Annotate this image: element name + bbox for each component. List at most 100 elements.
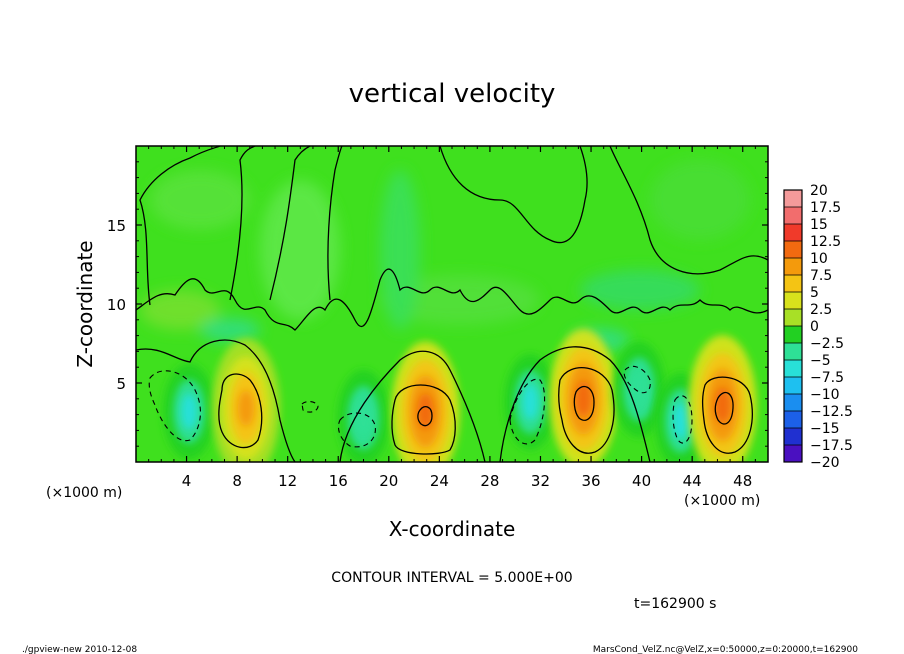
contour-zero-mid xyxy=(339,350,486,462)
contour-updraft-46 xyxy=(701,376,753,454)
chart-title: vertical velocity xyxy=(349,79,556,109)
colorbar-label: 0 xyxy=(810,319,819,335)
colorbar-label: 10 xyxy=(810,251,828,267)
contour-zero-mid2 xyxy=(499,346,651,462)
colorbar-label: 17.5 xyxy=(810,200,841,216)
colorbar-label: −10 xyxy=(810,387,840,403)
convective-cells xyxy=(163,328,757,462)
contour-zero-plume-b xyxy=(269,146,311,301)
contour-zero-lower xyxy=(136,339,296,462)
contour-zero-top-dome xyxy=(439,146,588,244)
footer-left: ./gpview-new 2010-12-08 xyxy=(22,645,137,654)
colorbar-swatch-13 xyxy=(784,411,802,428)
colorbar-label: −12.5 xyxy=(810,404,853,420)
contour-zero-plume-c xyxy=(327,146,343,301)
x-unit-left: (×1000 m) xyxy=(46,485,122,501)
x-tick-label-8: 8 xyxy=(232,472,242,490)
y-axis-label: Z-coordinate xyxy=(73,240,97,367)
x-unit-right: (×1000 m) xyxy=(684,493,760,509)
contour-neg-4 xyxy=(148,370,201,442)
colorbar-label: −5 xyxy=(810,353,831,369)
cell-1 xyxy=(211,338,280,462)
contour-updraft-8 xyxy=(218,373,263,449)
colorbar-swatch-8 xyxy=(784,326,802,343)
x-tick-label-36: 36 xyxy=(581,472,600,490)
contour-updraft-35 xyxy=(558,367,615,454)
colorbar-swatch-15 xyxy=(784,445,802,462)
cell-7-shade xyxy=(672,402,689,439)
colorbar-label: −15 xyxy=(810,421,840,437)
plot-area xyxy=(136,146,768,462)
cell-6 xyxy=(613,341,666,438)
colorbar-label: −17.5 xyxy=(810,438,853,454)
colorbar-swatch-12 xyxy=(784,394,802,411)
x-axis-label: X-coordinate xyxy=(389,517,516,541)
contour-zero-right-plume xyxy=(609,146,768,275)
contour-neg-18 xyxy=(337,412,376,448)
colorbar-swatch-3 xyxy=(784,241,802,258)
colorbar-label: 20 xyxy=(810,183,828,199)
colorbar-label: −20 xyxy=(810,455,840,471)
colorbar-swatch-11 xyxy=(784,377,802,394)
contour-neg-43 xyxy=(672,395,693,444)
colorbar-swatch-10 xyxy=(784,360,802,377)
cell-0 xyxy=(163,363,216,460)
x-tick-label-28: 28 xyxy=(480,472,499,490)
x-tick-label-40: 40 xyxy=(632,472,651,490)
x-tick-label-24: 24 xyxy=(430,472,449,490)
time-label: t=162900 s xyxy=(634,596,716,612)
colorbar-label: 15 xyxy=(810,217,828,233)
contour-10-46 xyxy=(714,391,734,425)
y-tick-label-10: 10 xyxy=(107,296,126,314)
y-tick-label-15: 15 xyxy=(107,217,126,235)
contour-zero-left-plume xyxy=(139,146,221,306)
colorbar-swatch-9 xyxy=(784,343,802,360)
field-texture xyxy=(140,160,750,352)
cell-8 xyxy=(688,335,757,462)
colorbar-swatch-6 xyxy=(784,292,802,309)
x-tick-label-12: 12 xyxy=(278,472,297,490)
colorbar-label: −2.5 xyxy=(810,336,844,352)
colorbar-swatch-0 xyxy=(784,190,802,207)
y-axis: 5 10 15 xyxy=(107,161,768,447)
x-tick-label-4: 4 xyxy=(182,472,192,490)
x-tick-label-16: 16 xyxy=(329,472,348,490)
cell-5-shade xyxy=(575,380,592,417)
contour-updraft-23 xyxy=(391,384,456,455)
contour-interval-text: CONTOUR INTERVAL = 5.000E+00 xyxy=(331,570,572,586)
cell-2-shade xyxy=(355,399,372,436)
colorbar-swatch-7 xyxy=(784,309,802,326)
x-axis: 4 8 12 16 20 24 28 32 36 40 44 48 xyxy=(148,146,756,490)
cell-5 xyxy=(549,328,618,462)
cell-2 xyxy=(337,369,390,462)
colorbar-label: −7.5 xyxy=(810,370,844,386)
y-tick-label-5: 5 xyxy=(116,375,126,393)
colorbar-swatch-4 xyxy=(784,258,802,275)
cell-0-shade xyxy=(181,393,198,430)
colorbar-swatch-14 xyxy=(784,428,802,445)
contour-10-35 xyxy=(573,385,595,421)
cell-1-shade xyxy=(237,390,254,427)
colorbar-label: 12.5 xyxy=(810,234,841,250)
cell-4-shade xyxy=(522,383,539,420)
x-tick-label-20: 20 xyxy=(379,472,398,490)
x-tick-label-44: 44 xyxy=(683,472,702,490)
contour-neg-31 xyxy=(509,378,546,445)
colorbar-swatch-1 xyxy=(784,207,802,224)
colorbar-swatch-2 xyxy=(784,224,802,241)
colorbar: 2017.51512.5107.552.50−2.5−5−7.5−10−12.5… xyxy=(783,183,853,471)
colorbar-swatch-5 xyxy=(784,275,802,292)
x-tick-label-32: 32 xyxy=(531,472,550,490)
colorbar-label: 5 xyxy=(810,285,819,301)
x-tick-label-48: 48 xyxy=(733,472,752,490)
contour-10-23 xyxy=(417,405,433,427)
footer-right: MarsCond_VelZ.nc@VelZ,x=0:50000,z=0:2000… xyxy=(593,645,858,654)
colorbar-label: 2.5 xyxy=(810,302,832,318)
cell-3-shade xyxy=(417,393,434,430)
contour-lines-negative xyxy=(148,365,693,448)
colorbar-label: 7.5 xyxy=(810,268,832,284)
contour-zero-upper xyxy=(136,268,768,331)
cell-6-shade xyxy=(631,371,648,408)
cell-4 xyxy=(504,353,557,450)
